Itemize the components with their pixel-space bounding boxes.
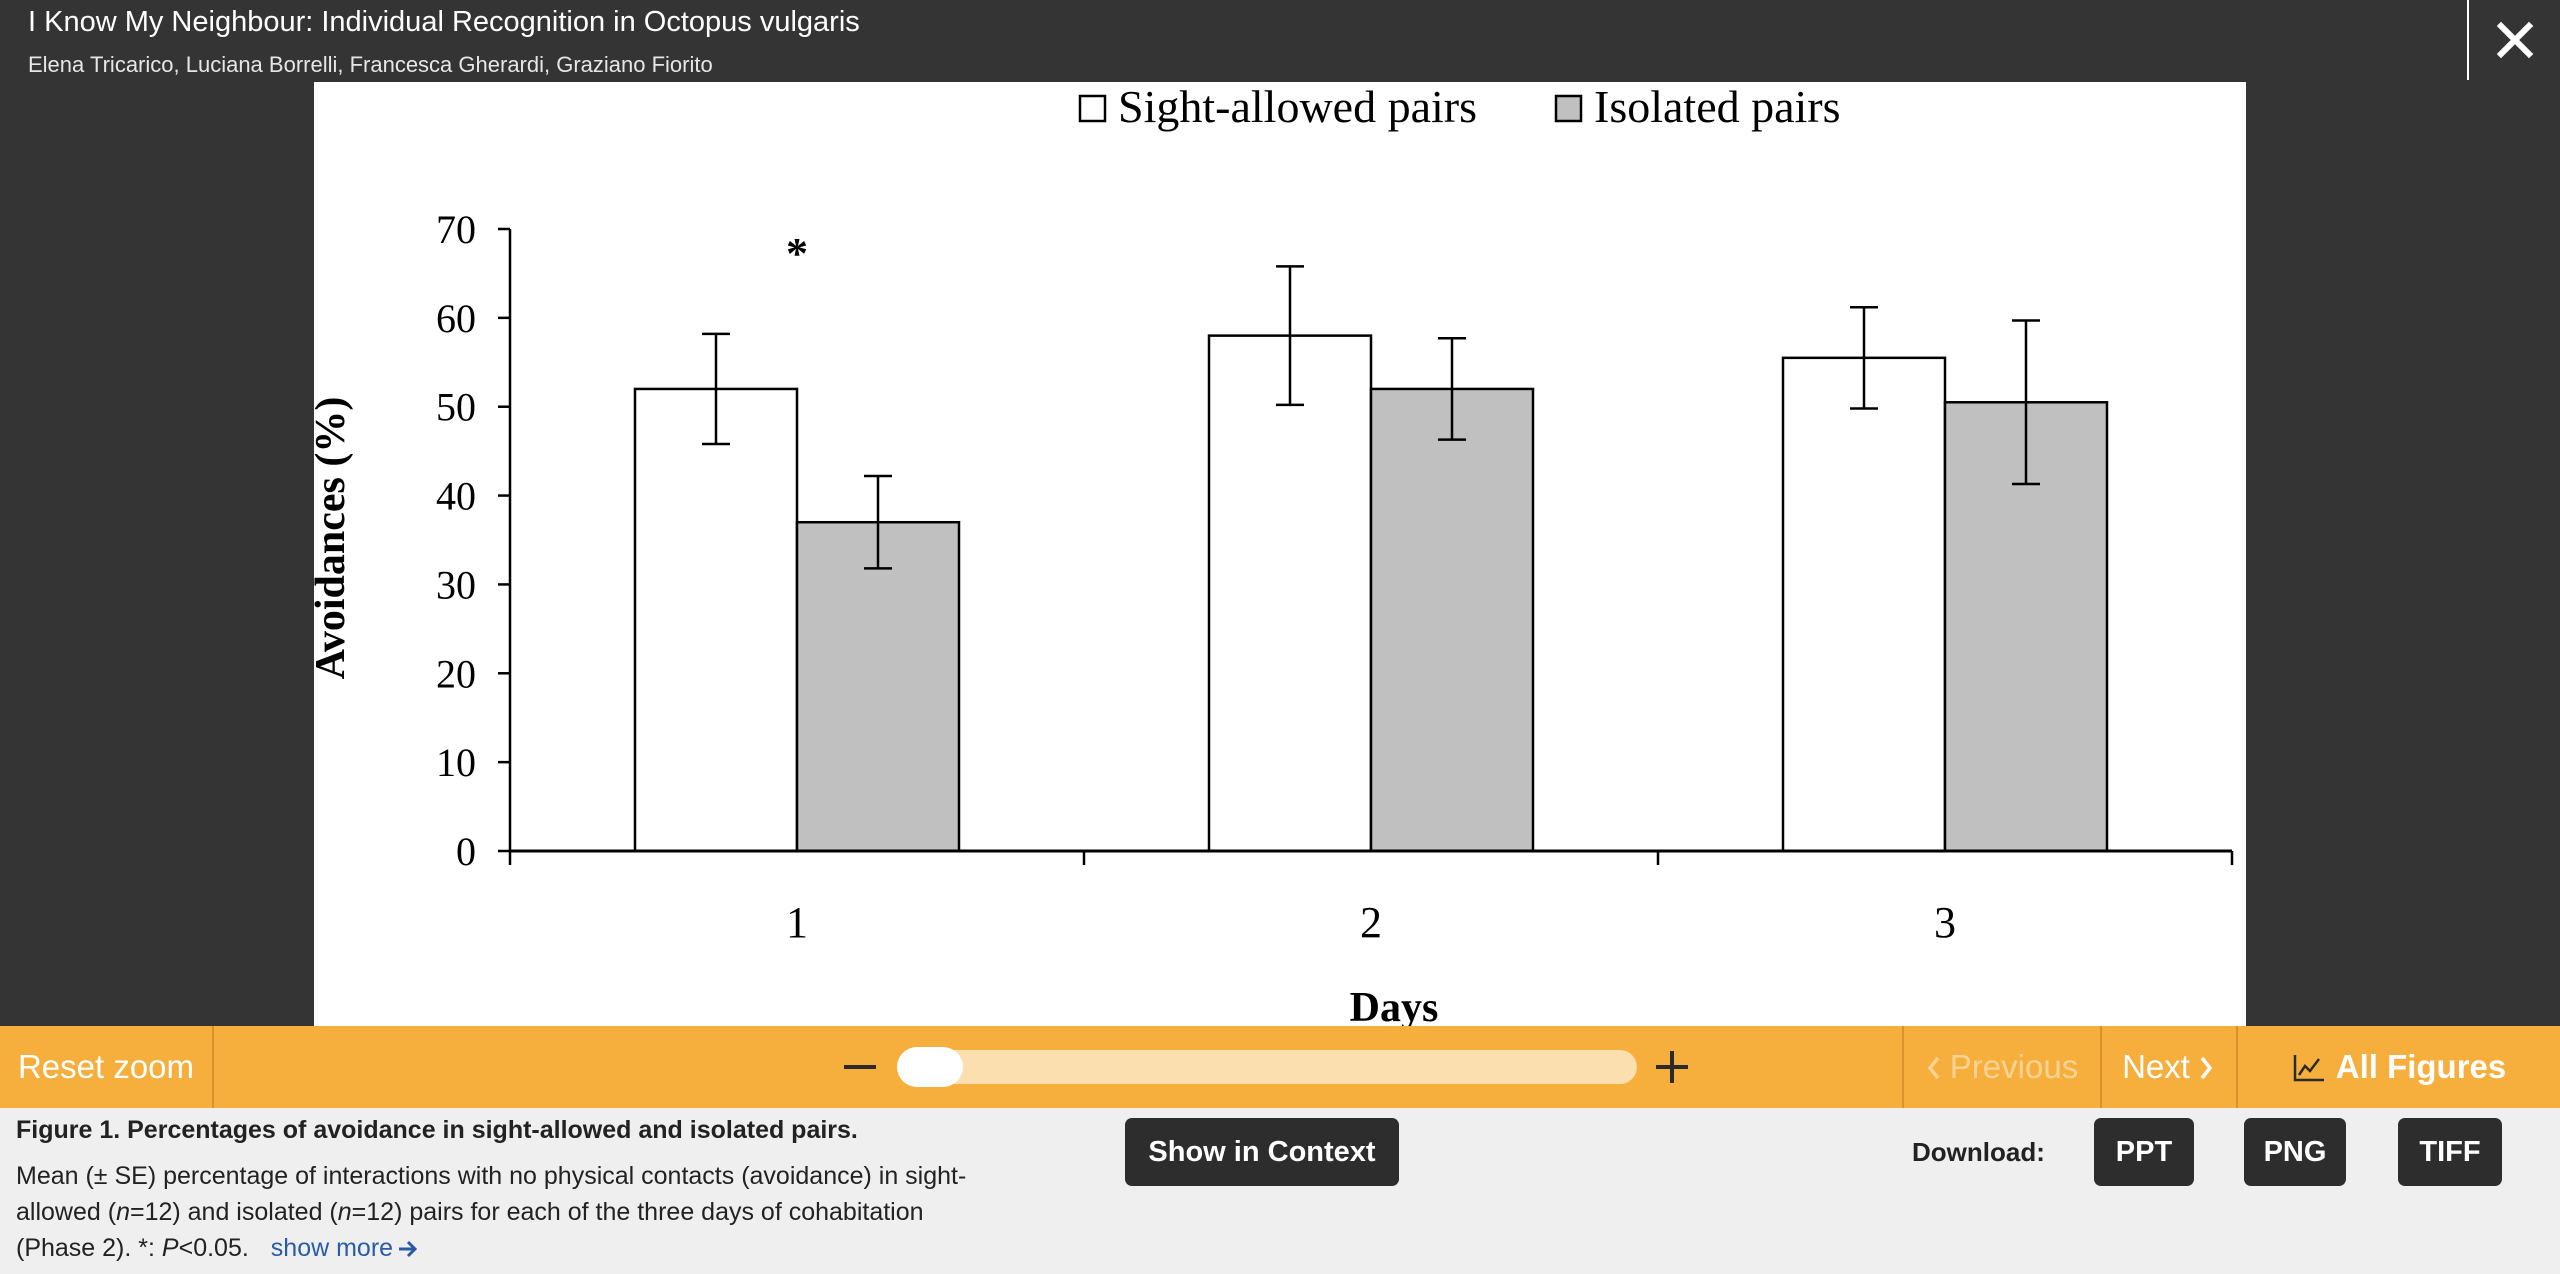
- y-tick-label: 10: [436, 740, 476, 785]
- bar: [1369, 387, 1535, 853]
- figure-caption-title: Figure 1. Percentages of avoidance in si…: [16, 1116, 858, 1144]
- download-ppt-button[interactable]: PPT: [2094, 1118, 2194, 1186]
- zoom-slider-track[interactable]: [897, 1050, 1637, 1084]
- viewer-header: I Know My Neighbour: Individual Recognit…: [0, 0, 2560, 82]
- bar: [1781, 356, 1947, 853]
- bar: [1207, 334, 1373, 853]
- plus-icon[interactable]: [1652, 1047, 1692, 1087]
- figure-article-title: I Know My Neighbour: Individual Recognit…: [28, 6, 860, 38]
- figure-caption-body: Mean (± SE) percentage of interactions w…: [16, 1158, 996, 1266]
- zoom-slider-thumb[interactable]: [897, 1047, 963, 1087]
- caption-italic-n: n: [116, 1198, 130, 1226]
- legend-swatch: [1554, 94, 1583, 123]
- y-tick-label: 70: [436, 207, 476, 252]
- y-tick-label: 60: [436, 296, 476, 341]
- y-tick-label: 40: [436, 474, 476, 519]
- caption-text: =12) and isolated (: [129, 1198, 338, 1226]
- download-label: Download:: [1912, 1137, 2045, 1167]
- y-tick-label: 0: [456, 829, 476, 874]
- y-tick-label: 30: [436, 562, 476, 607]
- show-more-link[interactable]: show more: [271, 1234, 419, 1262]
- caption-text: Mean (± SE) percentage of interactions w…: [16, 1162, 967, 1226]
- previous-label: Previous: [1949, 1048, 2079, 1085]
- article-authors: Elena Tricarico, Luciana Borrelli, Franc…: [28, 52, 713, 77]
- legend-label: Isolated pairs: [1594, 82, 1841, 132]
- all-figures-button[interactable]: All Figures: [2238, 1026, 2560, 1108]
- bar: [795, 520, 961, 853]
- x-tick-label: 2: [1360, 898, 1382, 947]
- y-axis-title: Avoidances (%): [314, 397, 354, 680]
- show-in-context-button[interactable]: Show in Context: [1125, 1118, 1399, 1186]
- y-tick-label: 50: [436, 385, 476, 430]
- legend-swatch: [1078, 94, 1107, 123]
- legend-label: Sight-allowed pairs: [1118, 82, 1477, 132]
- caption-italic-p: P: [161, 1234, 179, 1262]
- download-png-button[interactable]: PNG: [2244, 1118, 2346, 1186]
- bar-chart: 0 10 20 30 40 50 60 70 1 2 3 * Days Avoidances (%) Sig…: [314, 82, 2234, 1026]
- next-figure-button[interactable]: Next: [2100, 1026, 2238, 1108]
- y-tick-label: 20: [436, 651, 476, 696]
- download-tiff-button[interactable]: TIFF: [2398, 1118, 2502, 1186]
- chevron-right-icon: [2200, 1056, 2213, 1080]
- close-icon: [2496, 21, 2534, 59]
- all-figures-label: All Figures: [2335, 1048, 2507, 1085]
- caption-text: <0.05.: [178, 1234, 249, 1262]
- caption-italic-n: n: [337, 1198, 352, 1226]
- chart-icon: [2293, 1055, 2324, 1082]
- next-label: Next: [2122, 1048, 2190, 1085]
- figure-image[interactable]: 0 10 20 30 40 50 60 70 1 2 3 * Days Avoidances (%) Sig…: [314, 82, 2246, 1026]
- previous-figure-button[interactable]: Previous: [1902, 1026, 2102, 1108]
- bar: [633, 387, 799, 853]
- significance-asterisk: *: [786, 229, 808, 278]
- x-tick-label: 3: [1934, 898, 1956, 947]
- chevron-left-icon: [1927, 1056, 1940, 1080]
- x-axis-title: Days: [1350, 985, 1439, 1026]
- caption-text: =12) pairs for each of the three days of…: [16, 1198, 924, 1262]
- header-divider: [2467, 0, 2469, 80]
- minus-icon[interactable]: [840, 1051, 880, 1083]
- close-button[interactable]: [2470, 0, 2560, 80]
- reset-zoom-button[interactable]: Reset zoom: [0, 1026, 214, 1108]
- x-tick-label: 1: [786, 898, 808, 947]
- arrow-right-icon: [399, 1240, 418, 1258]
- show-more-label: show more: [270, 1234, 394, 1262]
